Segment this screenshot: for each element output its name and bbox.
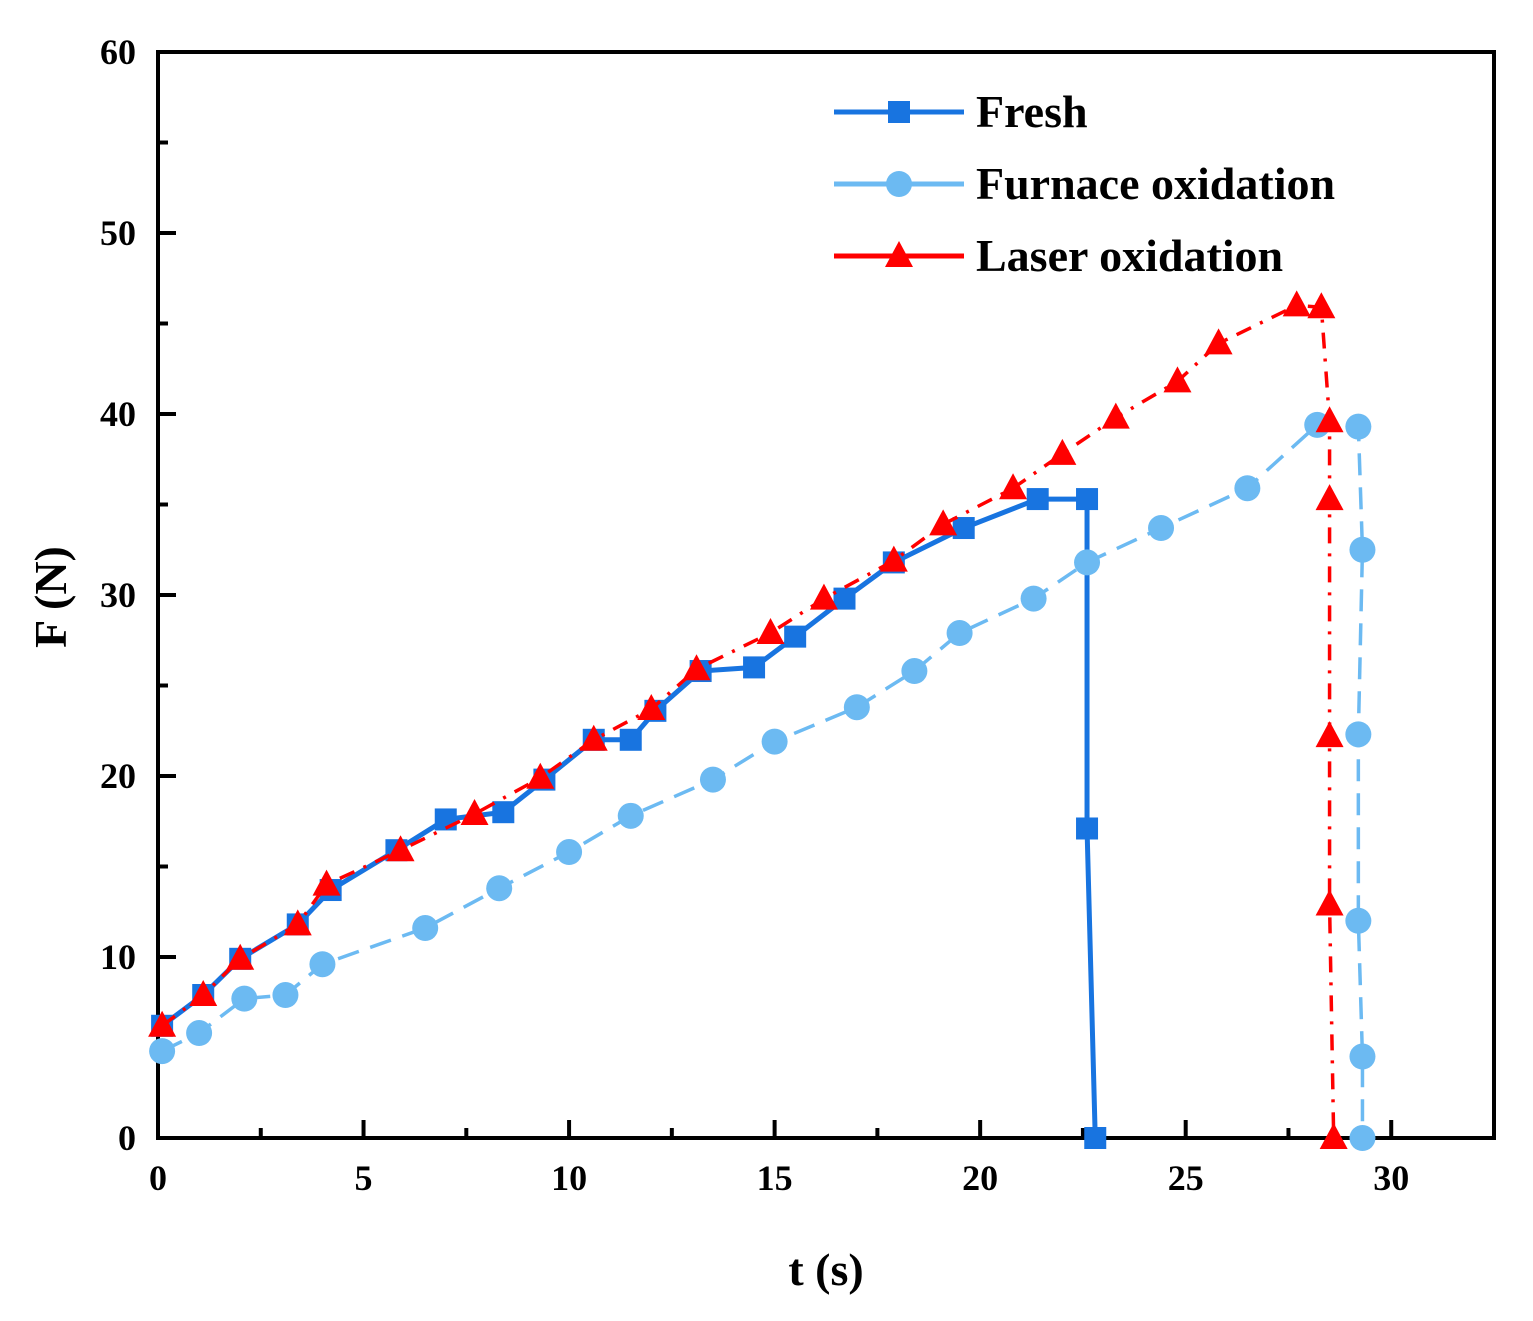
series-line-furnace-oxidation xyxy=(161,423,1365,1138)
axis-ticks: 0 5 10 15 20 25 30 0 10 20 30 40 50 60 xyxy=(100,32,1409,1198)
data-point-fresh xyxy=(952,517,975,540)
data-point-laser-oxidation xyxy=(579,724,608,751)
data-point-fresh xyxy=(784,625,807,648)
data-point-laser-oxidation xyxy=(879,545,908,572)
y-tick-label: 20 xyxy=(100,756,136,796)
x-tick-label: 5 xyxy=(355,1158,373,1198)
y-tick-label: 50 xyxy=(100,213,136,253)
data-point-fresh xyxy=(743,656,766,679)
series-layer xyxy=(148,290,1376,1151)
data-point-laser-oxidation xyxy=(312,869,341,896)
y-axis-title: F (N) xyxy=(25,546,76,648)
data-point-laser-oxidation xyxy=(1282,290,1311,317)
data-point-laser-oxidation xyxy=(148,1010,177,1037)
data-point-furnace-oxidation xyxy=(556,839,583,866)
data-point-laser-oxidation xyxy=(283,909,312,936)
data-point-laser-oxidation xyxy=(929,509,958,536)
legend: Fresh Furnace oxidation Laser oxidation xyxy=(834,86,1335,281)
data-point-fresh xyxy=(1076,488,1099,511)
x-tick-label: 25 xyxy=(1168,1158,1204,1198)
data-point-fresh xyxy=(833,587,856,610)
x-tick-label: 0 xyxy=(149,1158,167,1198)
data-point-laser-oxidation xyxy=(999,473,1028,500)
data-point-fresh xyxy=(1076,817,1099,840)
data-point-laser-oxidation xyxy=(1048,438,1077,465)
series-line-fresh xyxy=(160,496,1098,1139)
y-tick-label: 30 xyxy=(100,575,136,615)
data-point-furnace-oxidation xyxy=(1349,1043,1376,1070)
data-point-furnace-oxidation xyxy=(946,620,973,647)
data-point-laser-oxidation xyxy=(682,654,711,681)
data-point-furnace-oxidation xyxy=(761,728,788,755)
legend-item-laser-oxidation: Laser oxidation xyxy=(834,230,1283,281)
series-laser-oxidation xyxy=(148,290,1348,1149)
data-point-laser-oxidation xyxy=(386,835,415,862)
data-point-laser-oxidation xyxy=(1101,402,1130,429)
data-point-laser-oxidation xyxy=(1163,366,1192,393)
y-tick-label: 60 xyxy=(100,32,136,72)
data-point-furnace-oxidation xyxy=(1345,907,1372,934)
data-point-laser-oxidation xyxy=(189,980,218,1007)
data-point-laser-oxidation xyxy=(226,943,255,970)
data-point-furnace-oxidation xyxy=(486,875,513,902)
legend-item-fresh: Fresh xyxy=(834,86,1088,137)
data-point-laser-oxidation xyxy=(460,799,489,826)
legend-label: Furnace oxidation xyxy=(976,158,1335,209)
data-point-furnace-oxidation xyxy=(231,985,258,1012)
legend-item-furnace-oxidation: Furnace oxidation xyxy=(834,158,1335,209)
data-point-furnace-oxidation xyxy=(1148,515,1175,542)
y-tick-label: 40 xyxy=(100,394,136,434)
legend-marker xyxy=(888,101,910,123)
data-point-furnace-oxidation xyxy=(699,766,726,793)
data-point-furnace-oxidation xyxy=(1020,585,1047,612)
y-tick-label: 10 xyxy=(100,937,136,977)
data-point-furnace-oxidation xyxy=(412,915,439,942)
data-point-fresh xyxy=(619,728,642,751)
data-point-fresh xyxy=(1026,488,1049,511)
data-point-furnace-oxidation xyxy=(149,1038,176,1065)
data-point-laser-oxidation xyxy=(1315,406,1344,433)
legend-label: Laser oxidation xyxy=(976,230,1283,281)
data-point-laser-oxidation xyxy=(1319,1123,1348,1149)
legend-label: Fresh xyxy=(976,86,1088,137)
data-point-furnace-oxidation xyxy=(1349,1125,1376,1151)
data-point-laser-oxidation xyxy=(1204,328,1233,355)
data-point-laser-oxidation xyxy=(809,583,838,610)
y-tick-label: 0 xyxy=(118,1118,136,1158)
data-point-laser-oxidation xyxy=(1315,889,1344,916)
data-point-furnace-oxidation xyxy=(1345,721,1372,748)
data-point-fresh xyxy=(492,801,515,824)
legend-marker xyxy=(886,171,912,197)
data-point-furnace-oxidation xyxy=(272,982,299,1009)
data-point-furnace-oxidation xyxy=(1349,536,1376,563)
data-point-furnace-oxidation xyxy=(843,694,870,721)
x-tick-label: 20 xyxy=(962,1158,998,1198)
data-point-furnace-oxidation xyxy=(901,658,928,685)
data-point-fresh xyxy=(1084,1127,1107,1149)
data-point-furnace-oxidation xyxy=(1074,549,1101,576)
data-point-furnace-oxidation xyxy=(1234,475,1261,502)
legend-marker xyxy=(885,241,913,267)
x-axis-title: t (s) xyxy=(788,1244,863,1295)
data-point-furnace-oxidation xyxy=(617,802,644,829)
data-point-laser-oxidation xyxy=(1307,292,1336,319)
x-tick-label: 10 xyxy=(551,1158,587,1198)
data-point-laser-oxidation xyxy=(756,618,785,645)
data-point-laser-oxidation xyxy=(637,694,666,721)
data-point-furnace-oxidation xyxy=(309,951,336,978)
series-furnace-oxidation xyxy=(149,411,1376,1151)
x-tick-label: 30 xyxy=(1373,1158,1409,1198)
data-point-laser-oxidation xyxy=(1315,484,1344,511)
data-point-furnace-oxidation xyxy=(186,1020,213,1047)
data-point-laser-oxidation xyxy=(526,762,555,789)
x-tick-label: 15 xyxy=(757,1158,793,1198)
data-point-furnace-oxidation xyxy=(1345,413,1372,440)
series-line-laser-oxidation xyxy=(161,303,1336,1139)
data-point-laser-oxidation xyxy=(1315,721,1344,748)
